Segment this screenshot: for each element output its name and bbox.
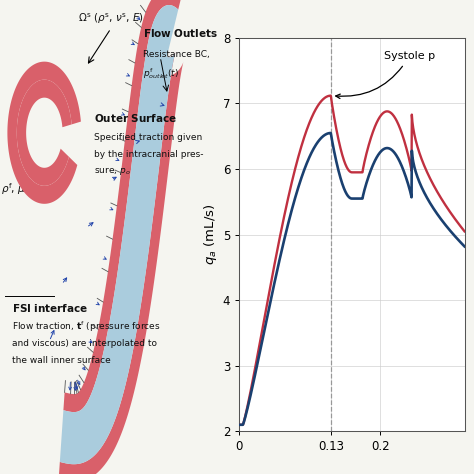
- Polygon shape: [8, 62, 81, 204]
- Text: the wall inner surface: the wall inner surface: [12, 356, 111, 365]
- Y-axis label: $q_a$ (mL/s): $q_a$ (mL/s): [201, 204, 219, 265]
- Polygon shape: [59, 52, 183, 474]
- Text: Resistance BC,: Resistance BC,: [143, 50, 210, 59]
- Polygon shape: [17, 80, 72, 186]
- Text: and viscous) are interpolated to: and viscous) are interpolated to: [12, 339, 157, 348]
- Text: Flow traction, $\mathbf{t}^{\mathrm{f}}$ (pressure forces: Flow traction, $\mathbf{t}^{\mathrm{f}}$…: [12, 320, 161, 334]
- Text: $\Omega^{\mathrm{s}}$ ($\rho^{\mathrm{s}}$, $\nu^{\mathrm{s}}$, $E$): $\Omega^{\mathrm{s}}$ ($\rho^{\mathrm{s}…: [78, 12, 144, 26]
- Polygon shape: [17, 80, 72, 186]
- Text: Specified traction given: Specified traction given: [94, 133, 202, 142]
- Text: $\mathbf{FSI\ interface}$: $\mathbf{FSI\ interface}$: [12, 302, 88, 314]
- Text: sure, $p_o$: sure, $p_o$: [94, 164, 130, 177]
- Polygon shape: [60, 5, 178, 464]
- Text: Systole p: Systole p: [336, 51, 435, 99]
- Text: $\mathbf{Flow\ Outlets}$: $\mathbf{Flow\ Outlets}$: [143, 27, 218, 39]
- Text: $\rho^{\mathrm{f}}$, $\mu^{\mathrm{f}}$: $\rho^{\mathrm{f}}$, $\mu^{\mathrm{f}}$: [1, 182, 29, 198]
- Text: by the intracranial pres-: by the intracranial pres-: [94, 150, 203, 158]
- Text: $\mathbf{Outer\ Surface}$: $\mathbf{Outer\ Surface}$: [94, 112, 176, 125]
- Polygon shape: [64, 0, 182, 412]
- Text: $p^{\mathrm{f}}_{outlet}(t)$: $p^{\mathrm{f}}_{outlet}(t)$: [143, 66, 179, 81]
